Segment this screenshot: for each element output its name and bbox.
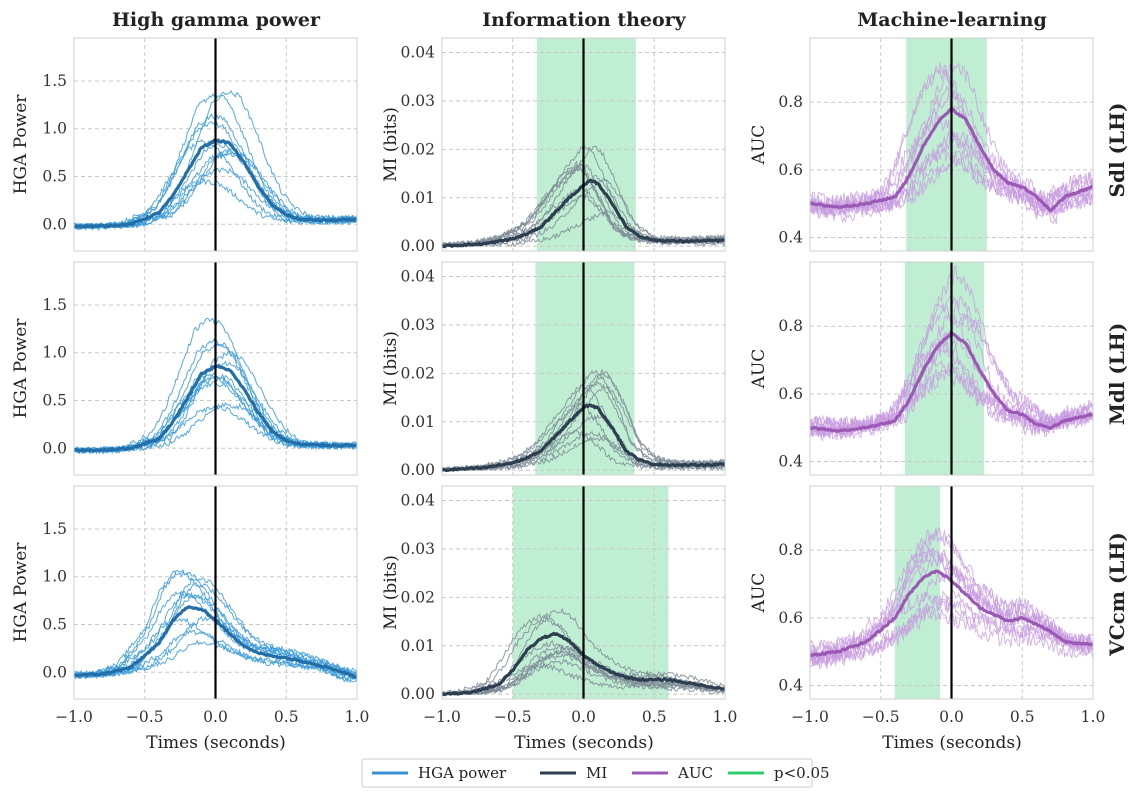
panel-auc-3-ytick-label: 0.8	[778, 541, 803, 559]
panel-auc-1-frame	[809, 37, 1094, 252]
panel-hga-1-ytick-label: 1.5	[42, 72, 67, 90]
panel-hga-2-ylabel: HGA Power	[11, 318, 31, 419]
panel-mi-2: 0.00 0.01 0.02 0.03 0.04 MI (bits)	[381, 261, 726, 479]
panel-hga-2-ytick-label: 1.5	[42, 296, 67, 314]
panel-hga-1-ytick-label: 1.0	[42, 120, 67, 138]
panel-mi-2-ytick-label: 0.02	[400, 364, 435, 382]
panel-auc-2-ylabel: AUC	[749, 349, 769, 390]
panel-hga-3-ytick-label: 0.5	[42, 615, 67, 633]
column-title-ml: Machine-learning	[857, 9, 1047, 31]
panel-mi-3-ytick-label: 0.00	[400, 685, 435, 703]
panel-hga-1-ytick-label: 0.0	[42, 215, 67, 233]
panel-mi-3-ytick-label: 0.02	[400, 588, 435, 606]
panel-auc-2-ytick-label: 0.8	[778, 317, 803, 335]
panel-auc-3-xtick-label: −1.0	[791, 708, 829, 726]
panel-auc-3-xtick-label: 0.0	[939, 708, 964, 726]
legend-label-auc: AUC	[677, 764, 713, 782]
panel-mi-3-xtick-label: −1.0	[423, 708, 461, 726]
panel-mi-3-ytick-label: 0.01	[400, 637, 435, 655]
panel-auc-2-ytick-label: 0.6	[778, 385, 803, 403]
panel-mi-3-ylabel: MI (bits)	[381, 555, 401, 630]
row-label-vccm: VCcm (LH)	[1105, 532, 1129, 657]
panel-mi-3-xtick-label: 0.0	[571, 708, 596, 726]
panel-mi-2-ytick-label: 0.04	[400, 268, 435, 286]
panel-mi-2-ytick-label: 0.03	[400, 316, 435, 334]
panel-auc-3-ylabel: AUC	[749, 573, 769, 614]
panel-mi-2-ytick-label: 0.00	[400, 461, 435, 479]
panel-hga-2: 0.0 0.5 1.0 1.5 HGA Power	[11, 261, 358, 476]
panel-mi-2-ytick-label: 0.01	[400, 413, 435, 431]
panel-auc-3-xtick-label: 1.0	[1081, 708, 1106, 726]
panel-hga-3-ytick-label: 1.0	[42, 568, 67, 586]
panel-hga-3-xtick-label: 0.0	[203, 708, 228, 726]
panel-hga-2-ytick-label: 1.0	[42, 344, 67, 362]
panel-auc-3-xtick-label: 0.5	[1010, 708, 1035, 726]
panel-hga-1: 0.0 0.5 1.0 1.5 HGA Power	[11, 37, 358, 252]
panel-hga-3-ytick-label: 1.5	[42, 520, 67, 538]
panel-hga-3-xtick-label: 1.0	[345, 708, 370, 726]
panel-mi-1-ytick-label: 0.01	[400, 189, 435, 207]
panel-mi-1-frame	[441, 37, 726, 252]
panel-auc-2-ytick-label: 0.4	[778, 452, 803, 470]
panel-mi-2-ylabel: MI (bits)	[381, 331, 401, 406]
panel-auc-2-frame	[809, 261, 1094, 476]
panel-mi-3-xtick-label: 0.5	[642, 708, 667, 726]
panel-hga-1-ylabel: HGA Power	[11, 94, 31, 195]
xlabel-hga: Times (seconds)	[146, 733, 285, 753]
panel-auc-1-ytick-label: 0.8	[778, 93, 803, 111]
panel-mi-3-frame	[441, 485, 726, 700]
panel-auc-3-ytick-label: 0.6	[778, 609, 803, 627]
panel-mi-1-ytick-label: 0.03	[400, 92, 435, 110]
panel-mi-1-ylabel: MI (bits)	[381, 107, 401, 182]
panel-hga-1-ytick-label: 0.5	[42, 167, 67, 185]
panel-hga-3-xtick-label: 0.5	[274, 708, 299, 726]
panel-auc-3-xtick-label: −0.5	[862, 708, 900, 726]
panel-auc-3-ytick-label: 0.4	[778, 676, 803, 694]
panel-hga-1-frame	[73, 37, 358, 252]
panel-hga-2-frame	[73, 261, 358, 476]
column-title-mi: Information theory	[482, 9, 686, 31]
panel-mi-3-ytick-label: 0.03	[400, 540, 435, 558]
panel-mi-1: 0.00 0.01 0.02 0.03 0.04 MI (bits)	[381, 37, 726, 255]
column-title-hga: High gamma power	[112, 9, 321, 31]
panel-hga-2-ytick-label: 0.5	[42, 391, 67, 409]
legend: HGA power MI AUC p<0.05	[361, 758, 830, 788]
panel-mi-3: 0.00 0.01 0.02 0.03 0.04 MI (bits) −1.0 −0.5 0.0…	[381, 485, 738, 726]
panel-auc-3: 0.4 0.6 0.8 AUC −1.0 −0.5 0.0 0.5 1.0	[749, 485, 1106, 726]
panel-hga-3-xtick-label: −1.0	[55, 708, 93, 726]
panel-hga-3-xtick-label: −0.5	[126, 708, 164, 726]
panel-mi-1-ytick-label: 0.04	[400, 44, 435, 62]
panel-hga-3: 0.0 0.5 1.0 1.5 HGA Power −1.0 −0.5 0.0 0.5 1.0	[11, 485, 370, 726]
panel-auc-1: 0.4 0.6 0.8 AUC	[749, 37, 1094, 252]
panel-mi-3-ytick-label: 0.04	[400, 492, 435, 510]
legend-label-significance: p<0.05	[774, 764, 830, 782]
panel-mi-3-xtick-label: 1.0	[713, 708, 738, 726]
row-label-mdl: Mdl (LH)	[1105, 323, 1129, 426]
panel-auc-1-ylabel: AUC	[749, 125, 769, 166]
panel-auc-3-significance-band	[894, 486, 941, 699]
panel-mi-3-xtick-label: −0.5	[494, 708, 532, 726]
xlabel-ml: Times (seconds)	[882, 733, 1021, 753]
panel-auc-3-frame	[809, 485, 1094, 700]
legend-label-hga: HGA power	[418, 764, 507, 782]
panel-hga-3-frame	[73, 485, 358, 700]
panel-hga-3-ylabel: HGA Power	[11, 542, 31, 643]
panel-hga-2-ytick-label: 0.0	[42, 439, 67, 457]
panel-hga-3-ytick-label: 0.0	[42, 663, 67, 681]
row-label-sdl: Sdl (LH)	[1105, 103, 1129, 198]
panel-mi-2-frame	[441, 261, 726, 476]
panel-auc-1-ytick-label: 0.6	[778, 161, 803, 179]
legend-frame	[361, 758, 813, 788]
legend-label-mi: MI	[586, 764, 607, 782]
panel-mi-1-ytick-label: 0.02	[400, 140, 435, 158]
panel-mi-1-ytick-label: 0.00	[400, 237, 435, 255]
xlabel-mi: Times (seconds)	[514, 733, 653, 753]
panel-auc-1-ytick-label: 0.4	[778, 228, 803, 246]
panel-auc-2: 0.4 0.6 0.8 AUC	[749, 261, 1094, 476]
